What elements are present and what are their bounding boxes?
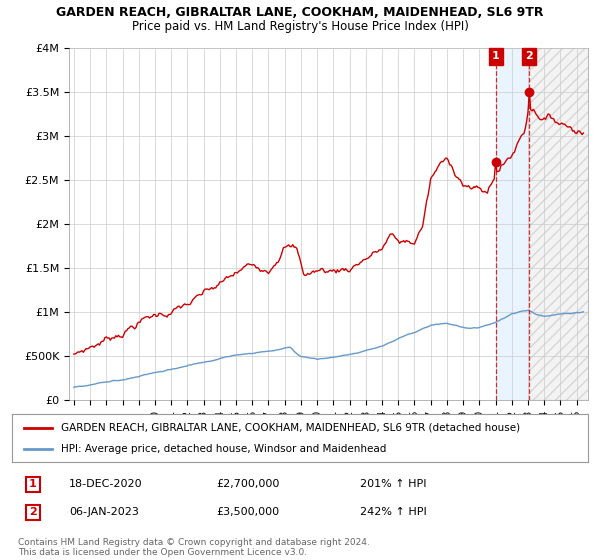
Text: 2: 2 [525, 52, 533, 62]
Text: GARDEN REACH, GIBRALTAR LANE, COOKHAM, MAIDENHEAD, SL6 9TR: GARDEN REACH, GIBRALTAR LANE, COOKHAM, M… [56, 6, 544, 18]
Text: 242% ↑ HPI: 242% ↑ HPI [360, 507, 427, 517]
Text: £2,700,000: £2,700,000 [216, 479, 280, 489]
Text: HPI: Average price, detached house, Windsor and Maidenhead: HPI: Average price, detached house, Wind… [61, 444, 386, 454]
Text: GARDEN REACH, GIBRALTAR LANE, COOKHAM, MAIDENHEAD, SL6 9TR (detached house): GARDEN REACH, GIBRALTAR LANE, COOKHAM, M… [61, 423, 520, 433]
Bar [529, 48, 593, 400]
Bar [496, 48, 529, 400]
Text: 1: 1 [29, 479, 37, 489]
Text: 201% ↑ HPI: 201% ↑ HPI [360, 479, 427, 489]
Text: 06-JAN-2023: 06-JAN-2023 [69, 507, 139, 517]
Text: £3,500,000: £3,500,000 [216, 507, 279, 517]
Text: Contains HM Land Registry data © Crown copyright and database right 2024.
This d: Contains HM Land Registry data © Crown c… [18, 538, 370, 557]
Text: 1: 1 [491, 52, 499, 62]
Text: 2: 2 [29, 507, 37, 517]
Text: Price paid vs. HM Land Registry's House Price Index (HPI): Price paid vs. HM Land Registry's House … [131, 20, 469, 32]
Text: 18-DEC-2020: 18-DEC-2020 [69, 479, 143, 489]
